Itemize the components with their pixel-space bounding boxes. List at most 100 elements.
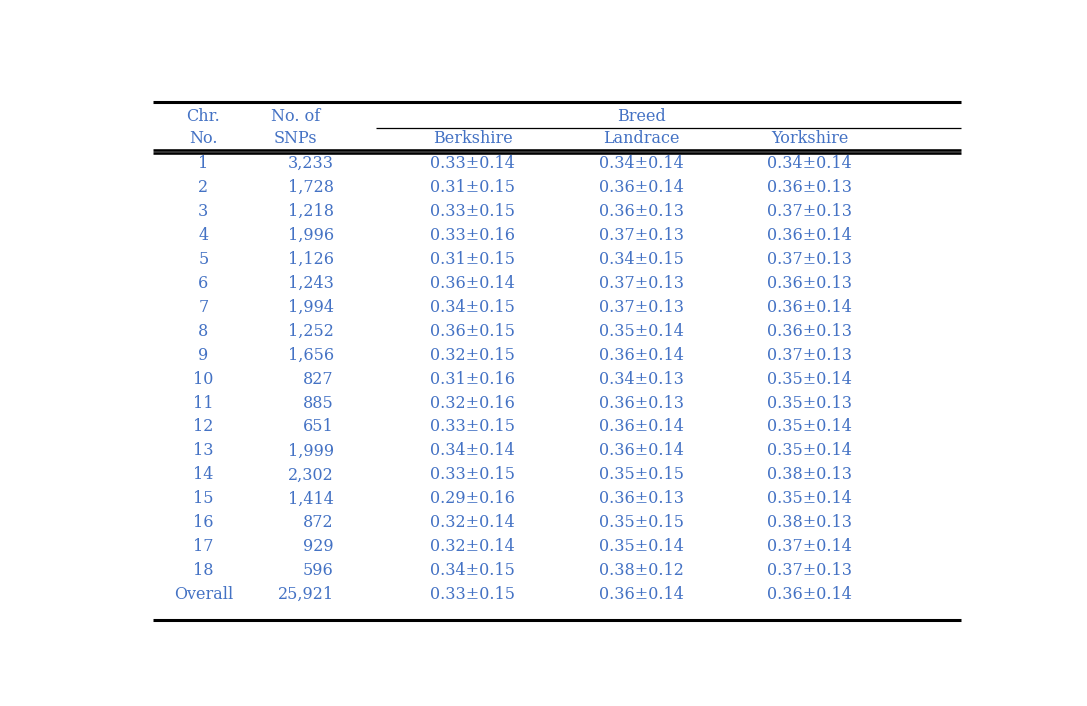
Text: 9: 9: [198, 347, 209, 364]
Text: 17: 17: [193, 538, 213, 555]
Text: 0.32±0.16: 0.32±0.16: [430, 395, 515, 412]
Text: SNPs: SNPs: [274, 130, 317, 147]
Text: 0.36±0.13: 0.36±0.13: [599, 203, 684, 220]
Text: No. of: No. of: [272, 109, 321, 126]
Text: 1,252: 1,252: [288, 323, 334, 340]
Text: 0.36±0.13: 0.36±0.13: [767, 323, 852, 340]
Text: No.: No.: [189, 130, 217, 147]
Text: 1: 1: [198, 155, 209, 172]
Text: 0.36±0.15: 0.36±0.15: [430, 323, 515, 340]
Text: 0.37±0.13: 0.37±0.13: [599, 275, 684, 292]
Text: 0.35±0.14: 0.35±0.14: [767, 443, 852, 460]
Text: 0.34±0.15: 0.34±0.15: [599, 251, 684, 268]
Text: 6: 6: [198, 275, 209, 292]
Text: 0.36±0.14: 0.36±0.14: [767, 227, 852, 244]
Text: 0.36±0.14: 0.36±0.14: [599, 419, 684, 436]
Text: 0.34±0.13: 0.34±0.13: [599, 371, 684, 388]
Text: 0.31±0.16: 0.31±0.16: [430, 371, 515, 388]
Text: 0.34±0.15: 0.34±0.15: [430, 299, 515, 316]
Text: 0.35±0.14: 0.35±0.14: [767, 491, 852, 508]
Text: 13: 13: [193, 443, 213, 460]
Text: Yorkshire: Yorkshire: [771, 130, 849, 147]
Text: 1,126: 1,126: [288, 251, 334, 268]
Text: 0.38±0.12: 0.38±0.12: [599, 562, 684, 579]
Text: 0.36±0.14: 0.36±0.14: [767, 299, 852, 316]
Text: 14: 14: [193, 467, 213, 484]
Text: 0.37±0.13: 0.37±0.13: [767, 251, 852, 268]
Text: 0.36±0.14: 0.36±0.14: [599, 443, 684, 460]
Text: 885: 885: [303, 395, 334, 412]
Text: 1,243: 1,243: [288, 275, 334, 292]
Text: 0.32±0.14: 0.32±0.14: [430, 538, 515, 555]
Text: 0.33±0.15: 0.33±0.15: [430, 586, 515, 603]
Text: 827: 827: [303, 371, 334, 388]
Text: 0.33±0.16: 0.33±0.16: [430, 227, 515, 244]
Text: 0.37±0.13: 0.37±0.13: [599, 299, 684, 316]
Text: 7: 7: [198, 299, 209, 316]
Text: 0.34±0.14: 0.34±0.14: [767, 155, 852, 172]
Text: 1,999: 1,999: [288, 443, 334, 460]
Text: 0.37±0.13: 0.37±0.13: [767, 562, 852, 579]
Text: 651: 651: [303, 419, 334, 436]
Text: 0.37±0.14: 0.37±0.14: [767, 538, 852, 555]
Text: 2: 2: [198, 179, 209, 196]
Text: 0.32±0.15: 0.32±0.15: [430, 347, 515, 364]
Text: 10: 10: [193, 371, 213, 388]
Text: 0.36±0.14: 0.36±0.14: [599, 179, 684, 196]
Text: Chr.: Chr.: [186, 109, 221, 126]
Text: 3: 3: [198, 203, 209, 220]
Text: 0.34±0.14: 0.34±0.14: [599, 155, 684, 172]
Text: 0.33±0.14: 0.33±0.14: [430, 155, 515, 172]
Text: 25,921: 25,921: [277, 586, 334, 603]
Text: Berkshire: Berkshire: [433, 130, 513, 147]
Text: 0.36±0.14: 0.36±0.14: [767, 586, 852, 603]
Text: 929: 929: [303, 538, 334, 555]
Text: 1,996: 1,996: [288, 227, 334, 244]
Text: 596: 596: [303, 562, 334, 579]
Text: 0.36±0.13: 0.36±0.13: [599, 491, 684, 508]
Text: Overall: Overall: [174, 586, 233, 603]
Text: 0.36±0.13: 0.36±0.13: [767, 275, 852, 292]
Text: 0.35±0.14: 0.35±0.14: [767, 419, 852, 436]
Text: 872: 872: [303, 514, 334, 532]
Text: 0.29±0.16: 0.29±0.16: [430, 491, 515, 508]
Text: 1,994: 1,994: [288, 299, 334, 316]
Text: 0.34±0.14: 0.34±0.14: [430, 443, 515, 460]
Text: 0.38±0.13: 0.38±0.13: [767, 514, 852, 532]
Text: 1,414: 1,414: [288, 491, 334, 508]
Text: 0.33±0.15: 0.33±0.15: [430, 419, 515, 436]
Text: 5: 5: [198, 251, 209, 268]
Text: 0.35±0.14: 0.35±0.14: [599, 538, 684, 555]
Text: 0.37±0.13: 0.37±0.13: [767, 347, 852, 364]
Text: 16: 16: [193, 514, 213, 532]
Text: 0.36±0.13: 0.36±0.13: [767, 179, 852, 196]
Text: 0.36±0.13: 0.36±0.13: [599, 395, 684, 412]
Text: 8: 8: [198, 323, 209, 340]
Text: 1,218: 1,218: [288, 203, 334, 220]
Text: 0.36±0.14: 0.36±0.14: [599, 586, 684, 603]
Text: 2,302: 2,302: [288, 467, 334, 484]
Text: 0.36±0.14: 0.36±0.14: [599, 347, 684, 364]
Text: 15: 15: [193, 491, 213, 508]
Text: 0.34±0.15: 0.34±0.15: [430, 562, 515, 579]
Text: 0.35±0.15: 0.35±0.15: [599, 514, 684, 532]
Text: 1,728: 1,728: [288, 179, 334, 196]
Text: 0.31±0.15: 0.31±0.15: [430, 251, 515, 268]
Text: 0.38±0.13: 0.38±0.13: [767, 467, 852, 484]
Text: 0.37±0.13: 0.37±0.13: [599, 227, 684, 244]
Text: 0.35±0.15: 0.35±0.15: [599, 467, 684, 484]
Text: 0.36±0.14: 0.36±0.14: [430, 275, 515, 292]
Text: 1,656: 1,656: [288, 347, 334, 364]
Text: 11: 11: [193, 395, 213, 412]
Text: 0.35±0.14: 0.35±0.14: [767, 371, 852, 388]
Text: 3,233: 3,233: [288, 155, 334, 172]
Text: Breed: Breed: [617, 109, 665, 126]
Text: 12: 12: [193, 419, 213, 436]
Text: 4: 4: [198, 227, 209, 244]
Text: 0.35±0.13: 0.35±0.13: [767, 395, 852, 412]
Text: 18: 18: [193, 562, 213, 579]
Text: Landrace: Landrace: [603, 130, 679, 147]
Text: 0.31±0.15: 0.31±0.15: [430, 179, 515, 196]
Text: 0.37±0.13: 0.37±0.13: [767, 203, 852, 220]
Text: 0.32±0.14: 0.32±0.14: [430, 514, 515, 532]
